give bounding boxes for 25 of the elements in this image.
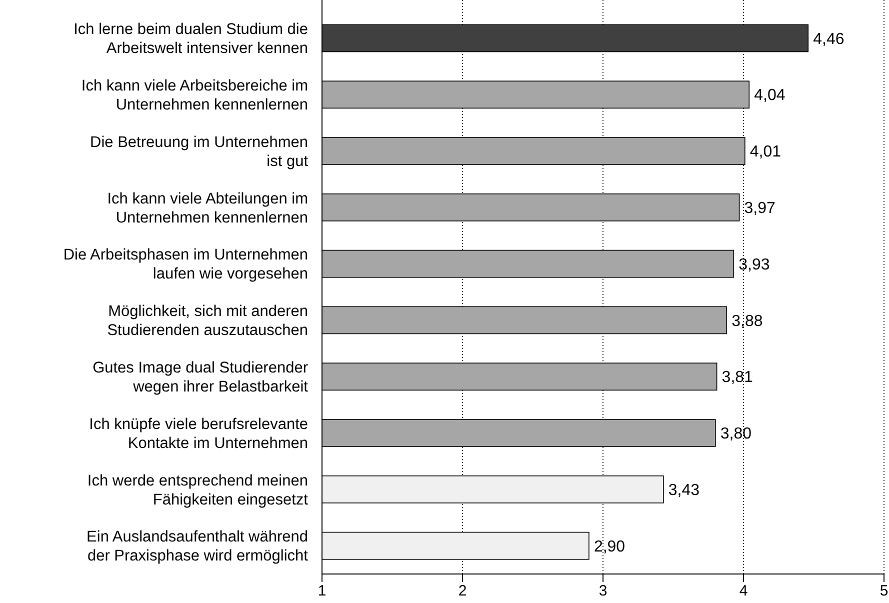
data-label: 2,90: [594, 538, 626, 556]
x-tick-label: 3: [598, 582, 608, 600]
data-label: 4,04: [754, 87, 786, 104]
y-tick-label: Gutes Image dual Studierender wegen ihrer Belastbarkeit: [92, 360, 309, 396]
data-label: 3,80: [720, 426, 752, 443]
y-tick-label: Ich knüpfe viele berufsrelevante Kontakte im Unternehmen: [89, 416, 308, 452]
x-tick-label: 5: [880, 582, 888, 600]
y-tick-label: Ich kann viele Arbeitsbereiche im Unternehmen kennenlernen: [81, 78, 308, 114]
data-label: 3,93: [738, 256, 770, 274]
y-tick-label: Ich kann viele Abteilungen im Unternehmen kennenlernen: [107, 190, 308, 226]
y-tick-label: Die Betreuung im Unternehmen ist gut: [90, 134, 309, 170]
y-tick-label: Ein Auslandsaufenthalt während der Praxisphase wird ermöglicht: [86, 528, 309, 565]
y-tick-label: Ich lerne beim dualen Studium die Arbeitswelt intensiver kennen: [74, 21, 308, 58]
data-label: 3,81: [722, 369, 754, 386]
data-label: 3,43: [668, 482, 700, 499]
y-tick-label: Möglichkeit, sich mit anderen Studierenden auszutauschen: [107, 303, 308, 340]
x-tick-label: 4: [739, 582, 748, 600]
data-label: 4,01: [750, 144, 782, 161]
data-label: 4,46: [813, 30, 844, 48]
x-tick-label: 1: [318, 582, 326, 600]
y-tick-label: Die Arbeitsphasen im Unternehmen laufen wie vorgesehen: [63, 246, 308, 283]
data-label: 3,97: [744, 200, 776, 217]
y-tick-label: Ich werde entsprechend meinen Fähigkeiten eingesetzt: [87, 472, 309, 508]
x-tick-label: 2: [458, 582, 467, 600]
data-label: 3,88: [732, 312, 763, 330]
